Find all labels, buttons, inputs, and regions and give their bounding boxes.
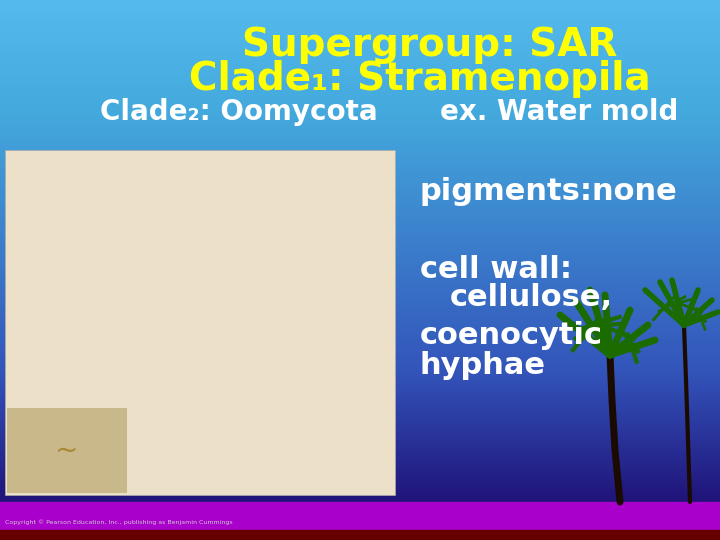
Bar [0,502,720,540]
Bar [7,408,127,493]
Text: Clade₂: Oomycota: Clade₂: Oomycota [100,98,377,126]
Text: Clade₁: Stramenopila: Clade₁: Stramenopila [189,60,651,98]
Text: Copyright © Pearson Education, Inc., publishing as Benjamin Cummings: Copyright © Pearson Education, Inc., pub… [5,519,233,525]
Bar [0,530,720,540]
Text: ex. Water mold: ex. Water mold [440,98,678,126]
Text: Supergroup: SAR: Supergroup: SAR [243,26,618,64]
Bar [5,150,395,495]
Text: pigments:none: pigments:none [420,178,678,206]
Text: cellulose,: cellulose, [450,284,613,313]
Text: coenocytic: coenocytic [420,321,603,349]
Text: ~: ~ [55,437,78,465]
Text: cell wall:: cell wall: [420,255,572,285]
Text: hyphae: hyphae [420,350,546,380]
